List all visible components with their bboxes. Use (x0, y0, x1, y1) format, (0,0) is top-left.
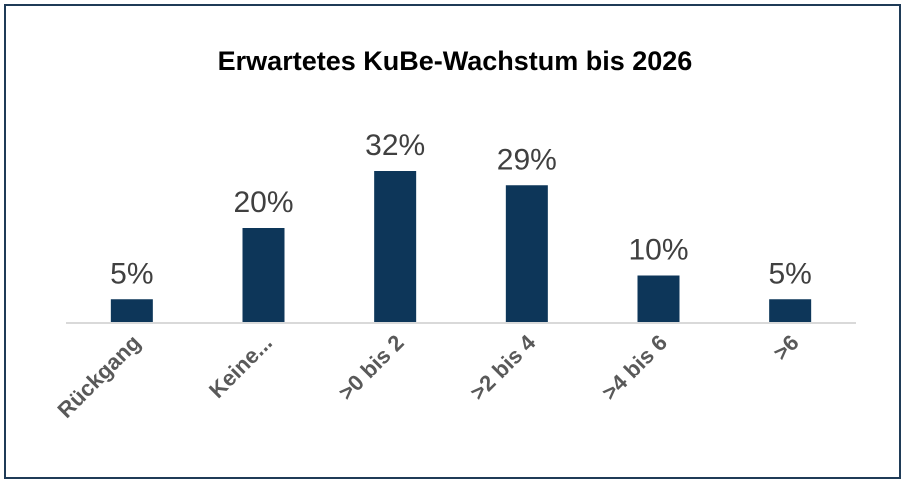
bar-0 (110, 299, 153, 323)
data-label-4: 10% (628, 234, 688, 267)
x-tick-label-4: >4 bis 6 (597, 330, 672, 405)
bar-5 (769, 299, 812, 323)
x-tick-label-0: Rückgang (52, 330, 145, 423)
x-tick-label-3: >2 bis 4 (465, 329, 541, 405)
data-labels-group: 5% 20% 32% 29% 10% 5% (110, 129, 812, 290)
x-tick-label-5: >6 (768, 330, 803, 365)
data-label-3: 29% (497, 143, 557, 176)
data-label-2: 32% (365, 129, 425, 162)
x-tick-labels-group: Rückgang Keine... >0 bis 2 >2 bis 4 >4 bis 6… (52, 329, 803, 422)
x-tick-label-1: Keine... (204, 330, 277, 403)
chart-frame (4, 4, 901, 479)
x-tick-label-2: >0 bis 2 (334, 330, 409, 405)
bar-3 (505, 185, 548, 323)
data-label-5: 5% (768, 257, 811, 290)
bar-2 (374, 171, 417, 323)
data-label-0: 5% (110, 257, 153, 290)
data-label-1: 20% (233, 186, 293, 219)
chart-title: Erwartetes KuBe-Wachstum bis 2026 (218, 46, 693, 76)
bars-group (110, 171, 812, 323)
bar-4 (637, 275, 680, 323)
bar-1 (242, 228, 285, 323)
